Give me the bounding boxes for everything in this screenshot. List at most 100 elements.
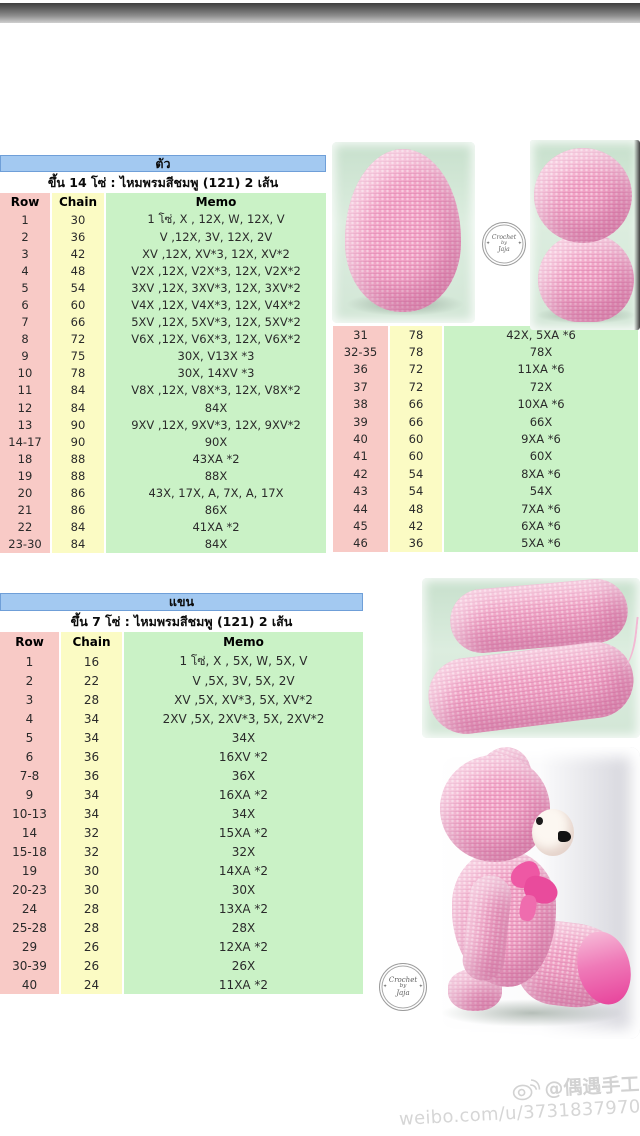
table-cell: 43X, 17X, A, 7X, A, 17X <box>106 484 326 502</box>
column-header-chain: Chain <box>61 632 122 652</box>
table-cell: 34 <box>61 728 122 747</box>
table-cell: 32X <box>124 842 363 861</box>
table-cell: 41 <box>333 447 388 466</box>
table-cell: 7 <box>0 313 50 331</box>
table-cell: 7XA *6 <box>444 499 638 518</box>
table-cell: 10 <box>0 364 50 382</box>
photo-arm-pieces <box>422 578 640 738</box>
table-cell: 30X, V13X *3 <box>106 347 326 365</box>
stamp-line3: Jaja <box>396 988 410 997</box>
table-cell: 36 <box>52 228 104 246</box>
table-cell: 2 <box>0 228 50 246</box>
table-cell: 60X <box>444 447 638 466</box>
table-cell: 13XA *2 <box>124 899 363 918</box>
table-cell: 32 <box>61 842 122 861</box>
bear-nose <box>558 831 571 842</box>
table-cell: 5XA *6 <box>444 534 638 553</box>
table-cell: 9 <box>0 785 59 804</box>
table-cell: 66X <box>444 412 638 431</box>
table-cell: 86 <box>52 484 104 502</box>
table-cell: 2 <box>0 671 59 690</box>
column-header-row: Row <box>0 632 59 652</box>
weibo-logo-icon <box>512 1078 541 1100</box>
table-cell: 84 <box>52 518 104 536</box>
body-table: Row Chain Memo 1 30 1 โซ่, X , 12X, W, 12X… <box>0 193 326 553</box>
table-cell: V ,5X, 3V, 5X, 2V <box>124 671 363 690</box>
table-cell: 20 <box>0 484 50 502</box>
table-cell: 44 <box>333 499 388 518</box>
table-cell: 72 <box>390 360 442 379</box>
table-cell: 25-28 <box>0 918 59 937</box>
table-cell: V8X ,12X, V8X*3, 12X, V8X*2 <box>106 381 326 400</box>
table-cell: 36 <box>61 747 122 766</box>
table-cell: 28 <box>61 899 122 918</box>
table-cell: 22 <box>61 671 122 690</box>
table-cell: 23-30 <box>0 535 50 553</box>
table-cell: 10-13 <box>0 804 59 823</box>
table-cell: V2X ,12X, V2X*3, 12X, V2X*2 <box>106 262 326 280</box>
column-header-memo: Memo <box>124 632 363 652</box>
table-cell: 9XV ,12X, 9XV*3, 12X, 9XV*2 <box>106 416 326 434</box>
table-cell: 7-8 <box>0 766 59 785</box>
table-cell: 14XA *2 <box>124 861 363 880</box>
stamp-line2: by <box>399 983 407 990</box>
table-cell: V ,12X, 3V, 12X, 2V <box>106 228 326 246</box>
table-cell: 36 <box>390 534 442 553</box>
table-cell: 88 <box>52 450 104 468</box>
table-cell: 84 <box>52 399 104 417</box>
table-cell: 32-35 <box>333 343 388 361</box>
table-cell: 45 <box>333 517 388 535</box>
table-cell: 72 <box>52 330 104 348</box>
star-icon: ✦ <box>517 240 522 247</box>
table-cell: 90 <box>52 416 104 434</box>
table-cell: 5XV ,12X, 5XV*3, 12X, 5XV*2 <box>106 313 326 331</box>
table-cell: 30X <box>124 880 363 899</box>
table-cell: 16 <box>61 652 122 671</box>
table-cell: 34 <box>61 709 122 728</box>
table-cell: 72X <box>444 378 638 396</box>
table-cell: 14-17 <box>0 433 50 451</box>
table-cell: 34X <box>124 804 363 823</box>
table-cell: 40 <box>0 975 59 994</box>
table-cell: 19 <box>0 861 59 880</box>
table-cell: XV ,5X, XV*3, 5X, XV*2 <box>124 690 363 709</box>
photo-head-body-piece <box>530 140 640 330</box>
table-cell: 8XA *6 <box>444 465 638 483</box>
table-cell: 40 <box>333 430 388 448</box>
table-cell: 90X <box>106 433 326 451</box>
table-cell: 21 <box>0 501 50 519</box>
crochet-by-jaja-stamp: ✦ Crochet by Jaja ✦ <box>482 222 526 266</box>
table-cell: 30-39 <box>0 956 59 975</box>
table-cell: 26X <box>124 956 363 975</box>
star-icon: ✦ <box>383 983 388 990</box>
table-cell: 30 <box>61 861 122 880</box>
table-cell: 84 <box>52 535 104 553</box>
table-cell: 84X <box>106 535 326 553</box>
table-cell: 18 <box>0 450 50 468</box>
table-cell: 43XA *2 <box>106 450 326 468</box>
table-cell: 9 <box>0 347 50 365</box>
bear-eye <box>536 817 543 825</box>
table-cell: 6 <box>0 296 50 314</box>
table-cell: 31 <box>333 326 388 344</box>
table-cell: 22 <box>0 518 50 536</box>
star-icon: ✦ <box>486 240 491 247</box>
column-header-chain: Chain <box>52 193 104 211</box>
photo-body-piece <box>332 142 475 323</box>
table-cell: 88X <box>106 467 326 485</box>
stamp-line2: by <box>500 240 508 247</box>
table-cell: 5 <box>0 728 59 747</box>
table-cell: 41XA *2 <box>106 518 326 536</box>
body-table-continuation: 31 78 42X, 5XA *6 32-35 78 78X 36 72 11XA *6 37 72… <box>333 326 638 553</box>
table-cell: 24 <box>0 899 59 918</box>
column-header-memo: Memo <box>106 193 326 211</box>
arm-table-title: แขน <box>0 593 363 611</box>
table-cell: 78X <box>444 343 638 361</box>
table-cell: 78 <box>52 364 104 382</box>
table-cell: 72 <box>390 378 442 396</box>
table-cell: 54X <box>444 482 638 500</box>
table-cell: 11 <box>0 381 50 400</box>
table-cell: 30 <box>61 880 122 899</box>
table-cell: 48 <box>52 262 104 280</box>
table-cell: 37 <box>333 378 388 396</box>
